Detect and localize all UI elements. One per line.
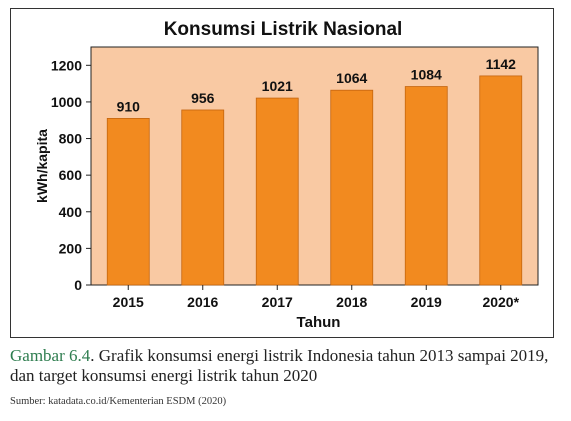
plot-area <box>90 46 539 286</box>
bar <box>106 118 150 286</box>
y-tick-label: 800 <box>59 131 83 147</box>
y-tick-label: 600 <box>59 167 83 183</box>
source-note: Sumber: katadata.co.id/Kementerian ESDM … <box>10 396 227 407</box>
data-label: 1064 <box>336 70 367 86</box>
bar <box>181 109 225 286</box>
x-tick-label: 2018 <box>336 294 367 310</box>
data-label: 956 <box>191 90 215 106</box>
x-tick-label: 2015 <box>113 294 144 310</box>
chart-title: Konsumsi Listrik Nasional <box>163 19 403 40</box>
y-tick-label: 1200 <box>51 57 82 73</box>
x-tick-label: 2016 <box>187 294 218 310</box>
data-label: 1142 <box>486 56 517 72</box>
y-axis-label: kWh/kapita <box>34 129 50 203</box>
chart-frame: Konsumsi Listrik Nasional 0 200 400 600 800 1… <box>10 8 554 338</box>
bar <box>404 86 448 286</box>
data-label: 1021 <box>262 78 293 94</box>
data-label: 910 <box>117 98 141 114</box>
figure-caption: Gambar 6.4. Grafik konsumsi energi listr… <box>10 346 560 386</box>
data-label: 1084 <box>411 67 442 83</box>
y-tick-label: 0 <box>74 277 82 293</box>
bar <box>330 89 374 286</box>
bar <box>255 97 299 286</box>
y-tick-label: 400 <box>59 204 83 220</box>
caption-text: . Grafik konsumsi energi listrik Indones… <box>10 346 549 385</box>
y-tick-label: 1000 <box>51 94 82 110</box>
x-tick-label: 2017 <box>262 294 293 310</box>
bar <box>479 75 523 286</box>
figure-label: Gambar 6.4 <box>10 346 91 365</box>
y-tick-label: 200 <box>59 240 83 256</box>
bar-chart: 0 200 400 600 800 1000 1200 910 2015 956 2016 1021 2… <box>34 46 539 331</box>
x-tick-label: 2019 <box>411 294 442 310</box>
x-axis-label: Tahun <box>297 314 341 331</box>
x-tick-label: 2020* <box>482 294 519 310</box>
